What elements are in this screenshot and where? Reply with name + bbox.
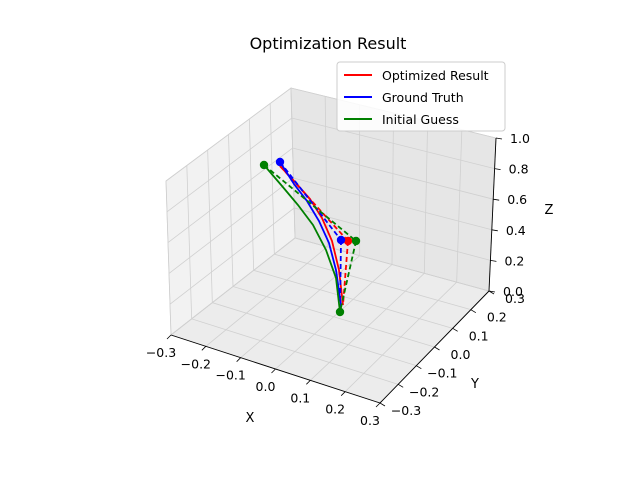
ground-truth-dashed-segment bbox=[279, 161, 342, 241]
x-tick-mark bbox=[201, 346, 207, 351]
initial-guess-point bbox=[351, 236, 361, 246]
y-tick-label: −0.2 bbox=[409, 384, 439, 399]
z-tick-mark bbox=[491, 229, 498, 232]
x-tick-mark bbox=[271, 368, 276, 374]
x-tick-label: 0.1 bbox=[290, 390, 310, 405]
initial-guess-curve bbox=[263, 164, 341, 313]
optimized-result-dashed-segment bbox=[342, 240, 349, 306]
z-tick-label: 1.0 bbox=[510, 131, 530, 146]
legend-box bbox=[336, 61, 506, 132]
x-tick-label: −0.1 bbox=[215, 368, 245, 383]
z-tick-label: 0.4 bbox=[506, 223, 526, 238]
z-gridline bbox=[170, 237, 490, 336]
y-tick-mark bbox=[416, 365, 422, 370]
y-tick-label: 0.0 bbox=[451, 347, 471, 362]
y-axis-line bbox=[379, 290, 490, 404]
x-tick-mark bbox=[166, 334, 172, 340]
y-tick-mark bbox=[434, 346, 440, 351]
initial-guess-dashed-segment bbox=[339, 240, 357, 313]
z-tick-label: 0.8 bbox=[509, 162, 529, 177]
y-tick-mark bbox=[452, 327, 458, 332]
y-tick-mark bbox=[379, 402, 386, 407]
legend: Optimized Result Ground Truth Initial Gu… bbox=[336, 61, 506, 132]
legend-label-optimized: Optimized Result bbox=[382, 68, 489, 83]
initial-guess-dashed-segment bbox=[263, 164, 357, 242]
z-tick-label: 0.6 bbox=[507, 192, 527, 207]
z-tick-mark bbox=[494, 168, 501, 170]
axes bbox=[166, 137, 503, 408]
tick-labels: −0.3−0.2−0.10.00.10.20.3−0.3−0.2−0.10.00… bbox=[146, 131, 530, 428]
z-tick-mark bbox=[490, 260, 497, 262]
x-axis-label: X bbox=[246, 411, 255, 426]
legend-label-initial-guess: Initial Guess bbox=[382, 112, 459, 127]
ground-truth-curve bbox=[279, 161, 342, 306]
x-tick-mark bbox=[306, 380, 311, 385]
legend-label-ground-truth: Ground Truth bbox=[382, 90, 464, 105]
x-tick-label: 0.0 bbox=[256, 379, 276, 394]
x-tick-mark bbox=[236, 357, 241, 362]
z-gridline bbox=[166, 117, 495, 213]
series-layer bbox=[259, 157, 361, 317]
x-axis-line bbox=[170, 334, 381, 404]
y-tick-mark bbox=[397, 383, 404, 388]
z-tick-mark bbox=[488, 290, 496, 293]
z-gridline bbox=[169, 207, 491, 305]
x-tick-label: 0.2 bbox=[325, 402, 345, 417]
x-tick-label: −0.3 bbox=[146, 345, 176, 360]
x-tick-label: −0.2 bbox=[181, 356, 211, 371]
initial-guess-point bbox=[259, 160, 269, 170]
z-gridline bbox=[167, 147, 494, 243]
optimized-result-point bbox=[343, 236, 353, 246]
z-axis-label: Z bbox=[545, 203, 554, 218]
ground-truth-point bbox=[275, 157, 285, 167]
z-tick-label: 0.2 bbox=[504, 253, 524, 268]
y-tick-label: −0.1 bbox=[427, 366, 457, 381]
panes bbox=[165, 87, 497, 404]
y-tick-mark bbox=[470, 309, 477, 314]
x-tick-mark bbox=[375, 402, 381, 408]
ground-truth-point bbox=[336, 235, 346, 245]
initial-guess-point bbox=[335, 307, 345, 317]
x-tick-label: 0.3 bbox=[360, 413, 380, 428]
z-tick-label: 0.0 bbox=[503, 284, 523, 299]
z-tick-mark bbox=[495, 137, 503, 140]
y-tick-label: 0.3 bbox=[505, 291, 525, 306]
chart-title: Optimization Result bbox=[250, 34, 407, 53]
y-axis-label: Y bbox=[470, 377, 479, 392]
y-tick-label: 0.2 bbox=[487, 310, 507, 325]
z-tick-mark bbox=[493, 198, 500, 201]
y-tick-label: 0.1 bbox=[469, 328, 489, 343]
x-tick-mark bbox=[340, 391, 346, 396]
z-axis-line bbox=[488, 137, 497, 292]
y-tick-label: −0.3 bbox=[391, 403, 421, 418]
